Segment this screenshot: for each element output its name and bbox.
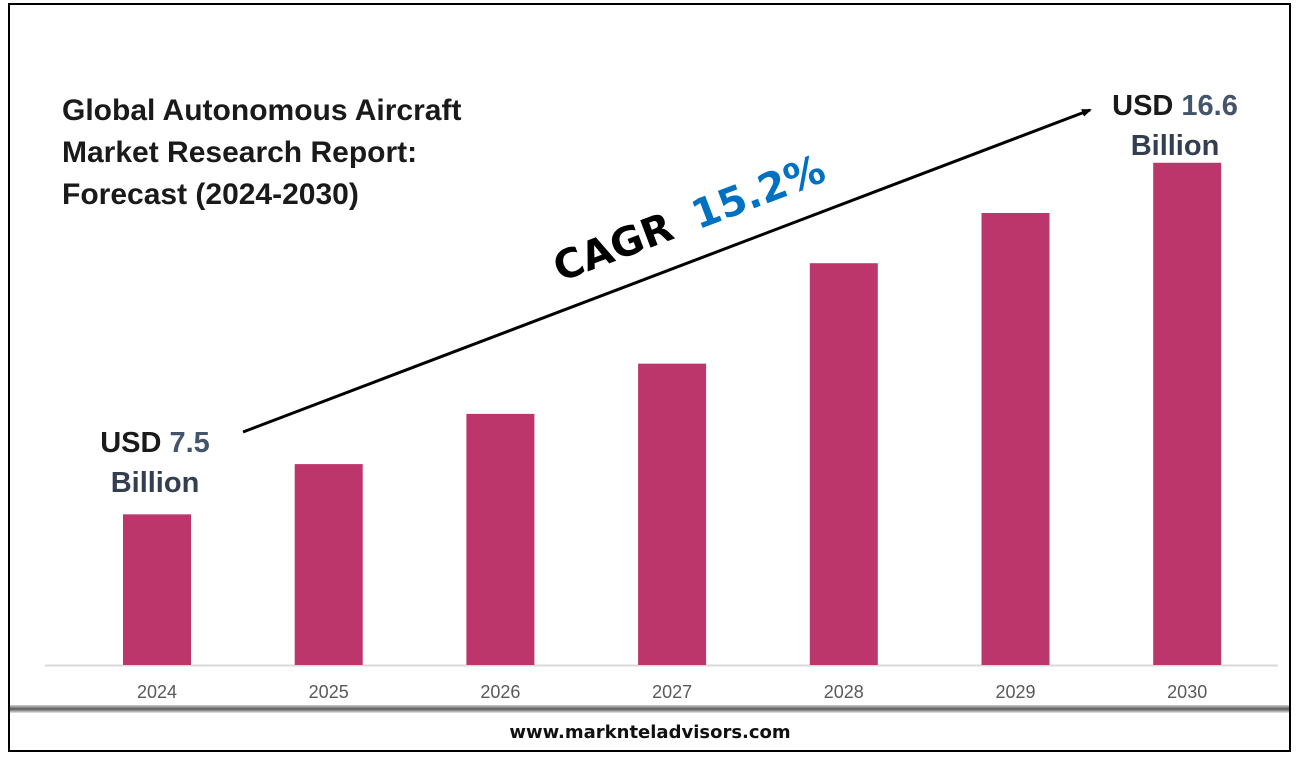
x-tick-label: 2025: [309, 682, 349, 702]
title-line-2: Market Research Report:: [62, 136, 417, 169]
bar-2024: [123, 514, 191, 665]
bar-2025: [294, 464, 363, 665]
bars: [123, 162, 1222, 666]
chart-title: Global Autonomous Aircraft Market Resear…: [62, 94, 461, 211]
bar-2028: [809, 263, 878, 665]
start-value-label: USD 7.5 Billion: [100, 427, 210, 499]
footer-divider: [10, 705, 1289, 713]
x-tick-label: 2024: [137, 682, 177, 702]
end-value: 16.6: [1181, 90, 1237, 122]
end-prefix: USD: [1112, 90, 1173, 122]
x-tick-label: 2027: [652, 682, 692, 702]
start-value: 7.5: [169, 427, 209, 459]
title-line-3: Forecast (2024-2030): [62, 178, 359, 211]
end-suffix: Billion: [1131, 130, 1220, 162]
x-tick-label: 2029: [995, 682, 1035, 702]
x-tick-label: 2030: [1167, 682, 1207, 702]
end-value-label: USD 16.6 Billion: [1112, 90, 1238, 162]
x-tick-label: 2026: [480, 682, 520, 702]
svg-text:USD 7.5: USD 7.5: [100, 427, 210, 459]
bar-2027: [638, 363, 707, 665]
bar-2029: [981, 212, 1050, 666]
svg-text:USD 16.6: USD 16.6: [1112, 90, 1238, 122]
growth-arrow: [242, 108, 1092, 434]
footer-website: www.marknteladvisors.com: [509, 722, 790, 743]
start-suffix: Billion: [111, 467, 200, 499]
x-tick-labels: 2024 2025 2026 2027 2028 2029 2030: [137, 682, 1207, 702]
bar-2030: [1153, 162, 1222, 666]
start-prefix: USD: [100, 427, 161, 459]
bar-2026: [466, 413, 535, 665]
title-line-1: Global Autonomous Aircraft: [62, 94, 461, 127]
x-tick-label: 2028: [824, 682, 864, 702]
